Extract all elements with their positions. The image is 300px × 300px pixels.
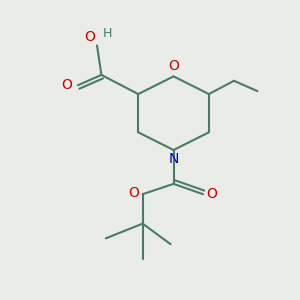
Text: N: N [168,152,179,167]
Text: O: O [62,78,73,92]
Text: H: H [103,27,112,40]
Text: O: O [206,187,218,201]
Text: O: O [85,30,95,44]
Text: O: O [168,59,179,73]
Text: O: O [128,186,139,200]
